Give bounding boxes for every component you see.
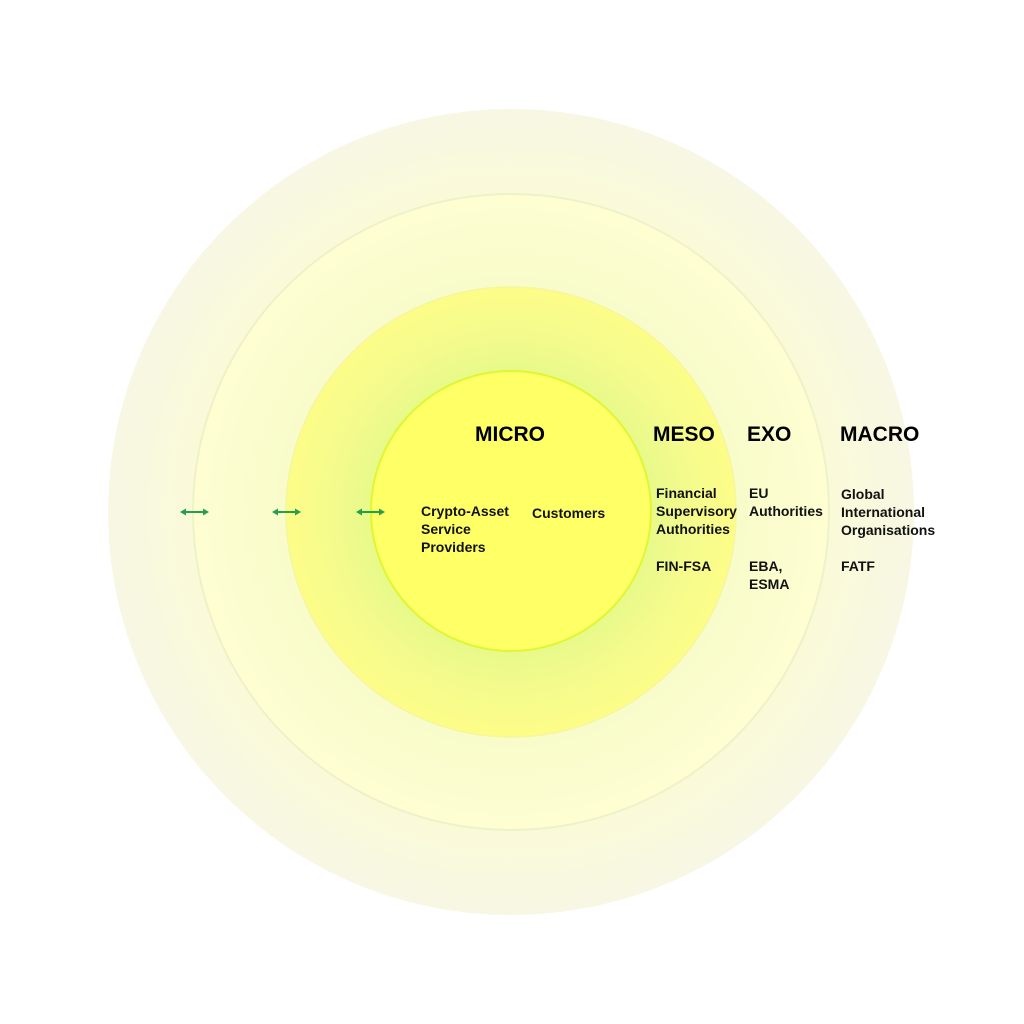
exo-title: EXO [747,423,792,446]
exo-item-eba-esma: EBA, ESMA [749,558,790,592]
meso-item-finfsa: FIN-FSA [656,558,712,574]
micro-title: MICRO [475,423,545,446]
macro-item-fatf: FATF [841,558,875,574]
double-arrow-icon [356,508,385,516]
micro-item-customers: Customers [532,505,606,521]
double-arrow-icon [180,508,209,516]
macro-title: MACRO [840,423,920,446]
double-arrow-icon [272,508,301,516]
micro-circle [370,370,652,652]
micro-item-casp: Crypto-Asset Service Providers [421,503,509,555]
meso-title: MESO [653,423,715,446]
meso-item-fsa: Financial Supervisory Authorities [656,485,737,537]
macro-item-global: Global International Organisations [841,486,936,538]
exo-item-eu: EU Authorities [749,485,823,519]
